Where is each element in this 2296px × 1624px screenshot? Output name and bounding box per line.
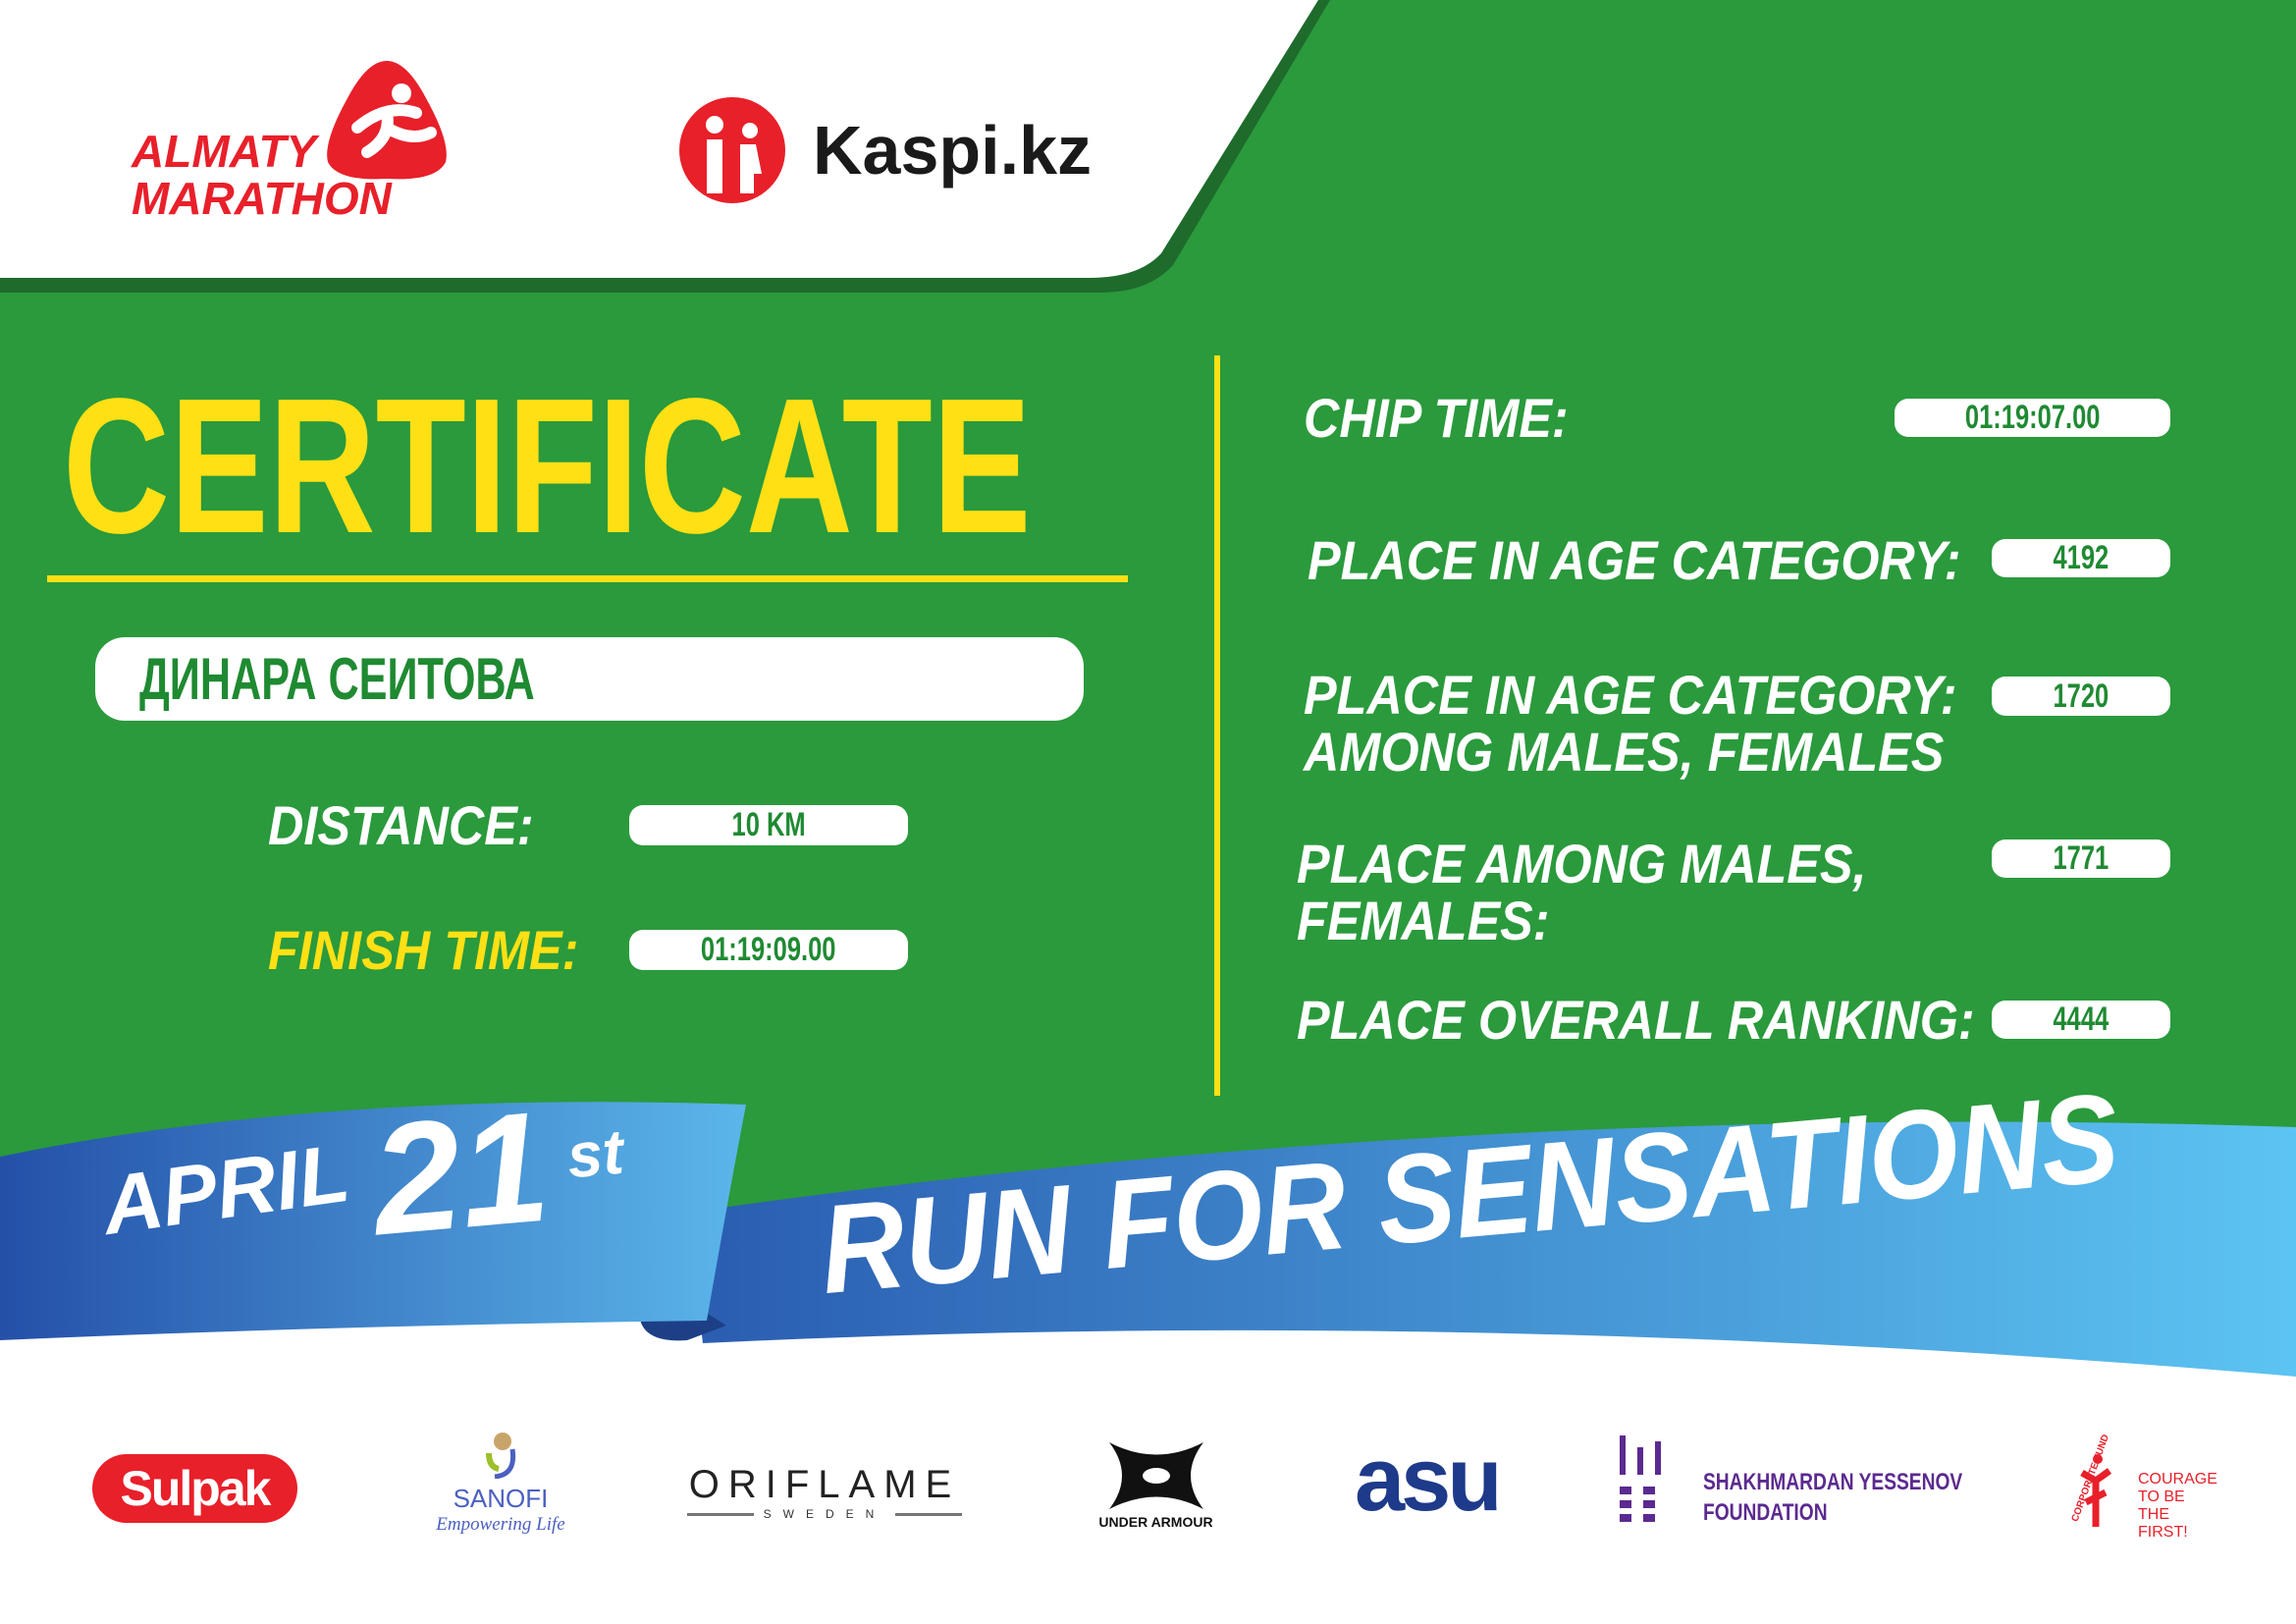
- participant-name: ДИНАРА СЕИТОВА: [139, 646, 535, 712]
- overall-ranking-value: 4444: [1992, 1001, 2170, 1039]
- distance-label: DISTANCE:: [268, 794, 534, 856]
- finish-time-label: FINISH TIME:: [268, 919, 579, 981]
- logo-line-2: MARATHON: [132, 173, 392, 224]
- vertical-divider: [1214, 355, 1220, 1096]
- oriflame-text: ORIFLAME: [688, 1463, 961, 1506]
- title-underline: [47, 575, 1128, 582]
- under-armour-logo: UNDER ARMOUR: [1075, 1442, 1237, 1530]
- distance-value: 10 KM: [629, 805, 908, 845]
- under-armour-text: UNDER ARMOUR: [1098, 1514, 1213, 1530]
- gender-label-line1: PLACE AMONG MALES,: [1297, 833, 1867, 894]
- under-armour-icon: [1108, 1442, 1203, 1509]
- gender-label-line2: FEMALES:: [1297, 890, 1550, 951]
- header-white-panel: [0, 0, 1318, 278]
- oriflame-logo: ORIFLAME SWEDEN: [687, 1463, 962, 1521]
- yessenov-foundation-logo: SHAKHMARDAN YESSENOV FOUNDATION: [1618, 1435, 1962, 1529]
- age-category-value: 4192: [1992, 539, 2170, 577]
- ribbon-main: [687, 1121, 2296, 1377]
- chip-time-label: CHIP TIME:: [1304, 387, 1569, 449]
- chip-time-value: 01:19:07.00: [1895, 399, 2170, 437]
- yessenov-icon: [1620, 1435, 1661, 1522]
- sanofi-icon: [486, 1433, 516, 1480]
- kaspi-logo: Kaspi.kz: [677, 95, 1092, 205]
- finish-time-value: 01:19:09.00: [629, 930, 908, 970]
- sulpak-logo: Sulpak: [92, 1454, 297, 1523]
- kaspi-icon: [679, 97, 785, 203]
- yessenov-text-1: SHAKHMARDAN YESSENOV: [1703, 1469, 1963, 1495]
- asu-logo: asu: [1355, 1430, 1503, 1530]
- courage-runner-icon: [2080, 1454, 2112, 1527]
- age-gender-value: 1720: [1992, 677, 2170, 716]
- runner-icon: [327, 61, 447, 180]
- courage-text-2: TO BE: [2138, 1489, 2185, 1505]
- event-day: 21: [365, 1077, 556, 1269]
- gender-value: 1771: [1992, 839, 2170, 878]
- age-category-label: PLACE IN AGE CATEGORY:: [1308, 529, 1961, 591]
- almaty-marathon-logo: ALMATY MARATHON: [132, 59, 455, 231]
- yessenov-text-2: FOUNDATION: [1703, 1499, 1828, 1526]
- sanofi-text: SANOFI: [453, 1484, 549, 1513]
- oriflame-sub: SWEDEN: [687, 1507, 962, 1521]
- certificate-title: CERTIFICATE: [63, 358, 1032, 573]
- sanofi-logo: SANOFI Empowering Life: [422, 1432, 579, 1536]
- age-gender-label-line2: AMONG MALES, FEMALES: [1304, 721, 1945, 783]
- kaspi-text: Kaspi.kz: [813, 112, 1092, 189]
- overall-ranking-label: PLACE OVERALL RANKING:: [1297, 989, 1975, 1051]
- ribbon-left: [0, 1102, 746, 1340]
- courage-text-3: THE FIRST!: [2138, 1506, 2188, 1541]
- sanofi-tagline: Empowering Life: [436, 1514, 565, 1535]
- event-day-suffix: st: [563, 1115, 626, 1192]
- courage-text-1: COURAGE: [2138, 1471, 2217, 1488]
- logo-line-1: ALMATY: [132, 126, 317, 177]
- courage-fund-logo: CORPORATE FUND COURAGE TO BE THE FIRST!: [2055, 1434, 2217, 1542]
- age-gender-label-line1: PLACE IN AGE CATEGORY:: [1304, 664, 1957, 726]
- participant-name-box: ДИНАРА СЕИТОВА: [95, 637, 1084, 721]
